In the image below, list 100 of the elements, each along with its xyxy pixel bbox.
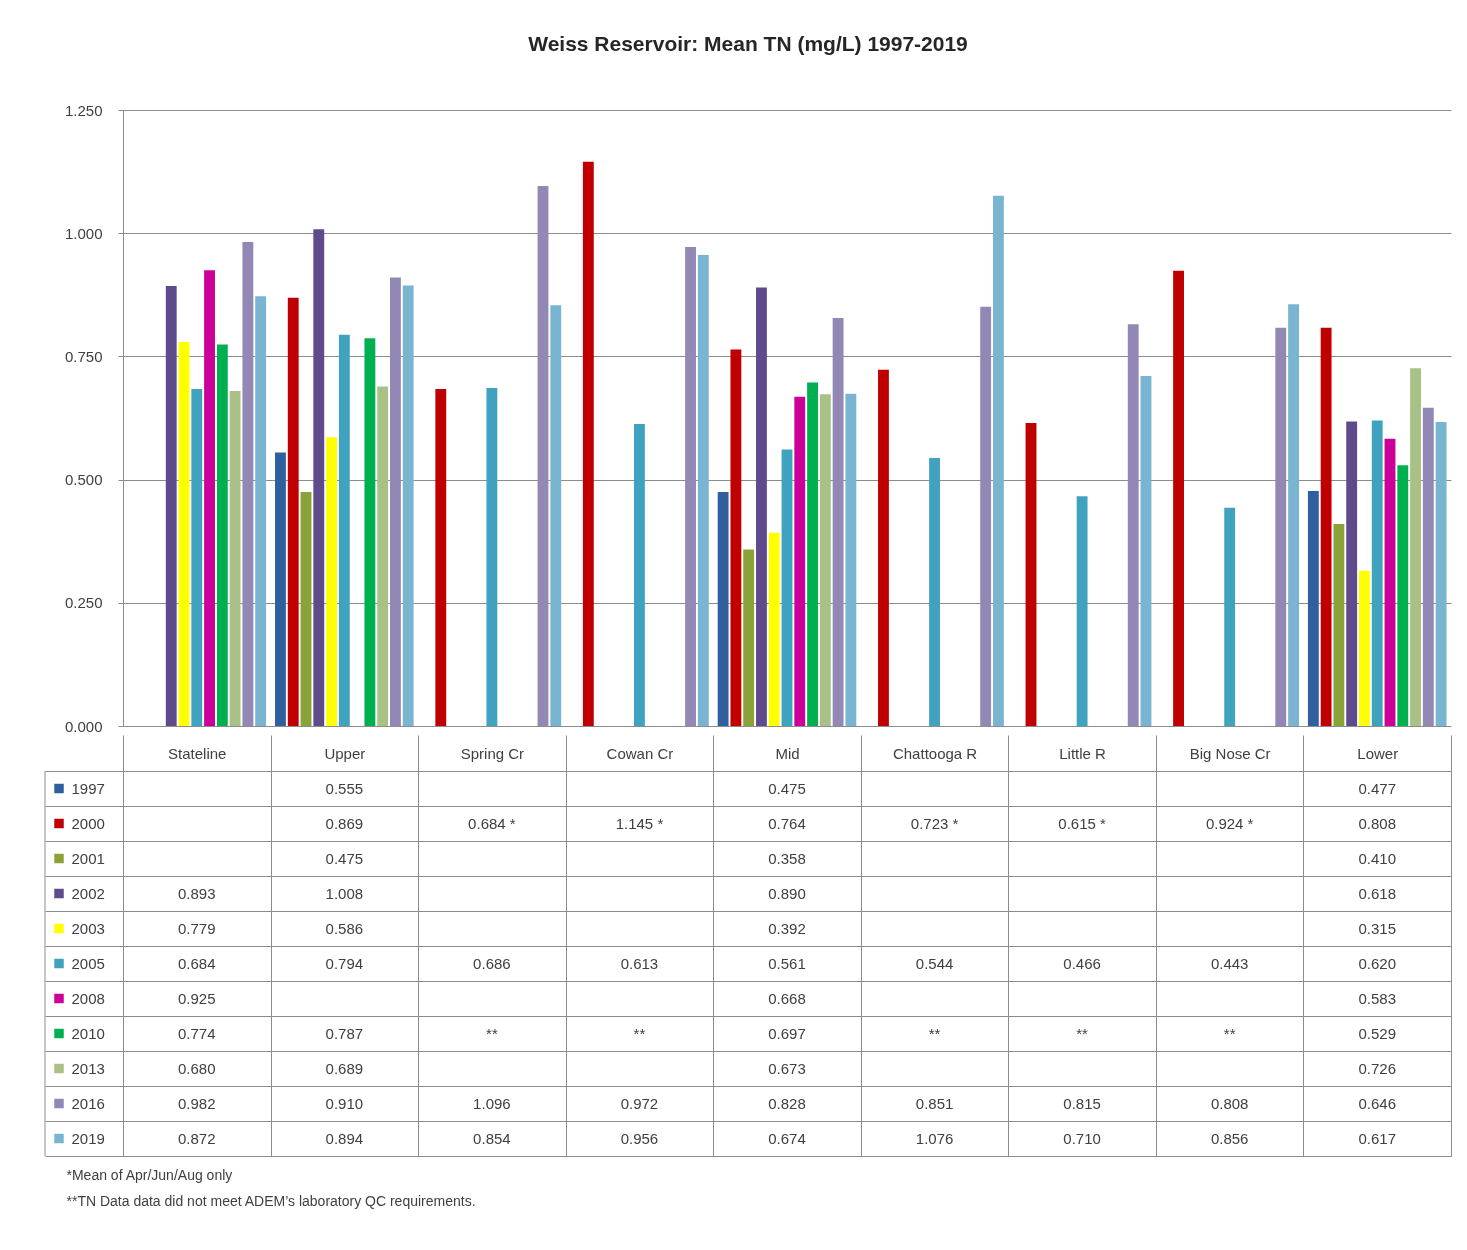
- bar: [486, 387, 498, 726]
- data-label: 0.673: [768, 1059, 806, 1077]
- text: **: [1076, 1024, 1088, 1042]
- legend-label: 2016: [71, 1095, 105, 1112]
- data-label: 1.145 *: [615, 814, 664, 832]
- text: **: [633, 1024, 646, 1042]
- bar: [1422, 407, 1434, 726]
- data-label: 0.856: [1210, 1129, 1249, 1147]
- bar: [338, 334, 350, 726]
- data-label: 1.008: [325, 884, 364, 902]
- data-label: 0.808: [1358, 814, 1396, 832]
- bar: [435, 388, 447, 726]
- chart-title: Weiss Reservoir: Mean TN (mg/L) 1997-2019: [528, 32, 968, 55]
- data-label: 0.544: [915, 954, 954, 972]
- data-label: 0.617: [1358, 1129, 1396, 1147]
- data-label: 0.475: [325, 849, 364, 867]
- data-label: 0.529: [1358, 1024, 1396, 1042]
- data-label: 0.618: [1358, 884, 1396, 902]
- bar: [1025, 422, 1037, 726]
- bar: [275, 452, 286, 726]
- bar: [717, 491, 729, 726]
- data-label: 0.410: [1358, 849, 1396, 867]
- bar: [1359, 570, 1370, 726]
- bar: [191, 388, 203, 726]
- legend-label: 2003: [71, 920, 105, 937]
- bar: [1384, 438, 1396, 726]
- y-tick-label: 1.250: [64, 101, 103, 119]
- data-label: 1.096: [473, 1094, 511, 1112]
- bar: [1435, 421, 1447, 726]
- data-label: 0.972: [620, 1094, 659, 1112]
- text: **: [928, 1024, 941, 1042]
- data-label: 0.586: [325, 919, 364, 937]
- x-tick-label: Cowan Cr: [606, 744, 674, 762]
- bar: [807, 382, 818, 726]
- bar: [1320, 327, 1332, 726]
- data-label: 0.808: [1210, 1094, 1249, 1112]
- x-tick-label: Little R: [1059, 744, 1107, 762]
- x-tick-label: Chattooga R: [892, 744, 978, 762]
- bar: [1333, 523, 1345, 726]
- y-tick-label: 0.750: [64, 347, 103, 365]
- data-label: 0.723 *: [910, 814, 959, 832]
- bar: [929, 457, 940, 726]
- data-label: 0.910: [325, 1094, 364, 1112]
- data-label: 0.815: [1063, 1094, 1101, 1112]
- data-label: 0.710: [1063, 1129, 1101, 1147]
- bar: [819, 394, 831, 726]
- bar: [743, 549, 755, 726]
- legend-label: 2013: [71, 1060, 105, 1077]
- data-label: 0.561: [768, 954, 806, 972]
- bar: [300, 491, 312, 726]
- legend-label: 2000: [71, 815, 105, 832]
- data-label: 0.674: [768, 1129, 806, 1147]
- legend-label: 2008: [71, 990, 105, 1007]
- bar: [1173, 270, 1184, 726]
- bar: [178, 342, 190, 726]
- data-label: 0.726: [1358, 1059, 1396, 1077]
- bar: [1224, 507, 1236, 726]
- bar: [1307, 490, 1319, 726]
- text: *Mean of Apr/Jun/Aug only: [66, 1166, 233, 1183]
- bar: [313, 229, 325, 726]
- x-tick-label: Lower: [1357, 744, 1399, 762]
- bar: [287, 297, 299, 726]
- data-label: 0.764: [768, 814, 806, 832]
- bar: [1076, 496, 1088, 726]
- bar: [756, 287, 767, 726]
- bar: [1140, 376, 1152, 726]
- data-label: 0.684 *: [468, 814, 516, 832]
- bar: [582, 161, 594, 726]
- bar: [165, 285, 177, 726]
- bar: [685, 247, 696, 726]
- bar: [878, 369, 889, 726]
- data-label: 0.686: [473, 954, 511, 972]
- legend-label: 2019: [71, 1130, 105, 1147]
- data-label: 0.869: [325, 814, 364, 832]
- data-label: 0.358: [768, 849, 806, 867]
- bar: [242, 242, 254, 726]
- legend-label: 2005: [71, 955, 105, 972]
- legend-label: 2002: [71, 885, 105, 902]
- x-tick-label: Mid: [775, 744, 800, 762]
- x-tick-label: Stateline: [168, 744, 227, 762]
- bar: [832, 317, 844, 726]
- bar: [550, 305, 562, 726]
- data-label: 0.477: [1358, 779, 1396, 797]
- data-label: 0.466: [1063, 954, 1101, 972]
- data-label: 0.894: [325, 1129, 364, 1147]
- data-label: 0.854: [473, 1129, 511, 1147]
- bar: [794, 396, 806, 726]
- bar: [730, 349, 742, 726]
- bar: [634, 423, 645, 726]
- text: **: [1223, 1024, 1236, 1042]
- bar: [980, 306, 992, 726]
- data-label: 0.443: [1210, 954, 1249, 972]
- legend-label: 1997: [71, 780, 105, 797]
- bar: [768, 532, 780, 726]
- y-tick-label: 0.250: [64, 594, 103, 612]
- data-label: 0.646: [1358, 1094, 1396, 1112]
- data-label: 0.620: [1358, 954, 1396, 972]
- bar: [1346, 421, 1358, 726]
- bar: [1288, 304, 1299, 726]
- text: **TN Data data did not meet ADEM’s laboratory QC requirements.: [66, 1192, 476, 1209]
